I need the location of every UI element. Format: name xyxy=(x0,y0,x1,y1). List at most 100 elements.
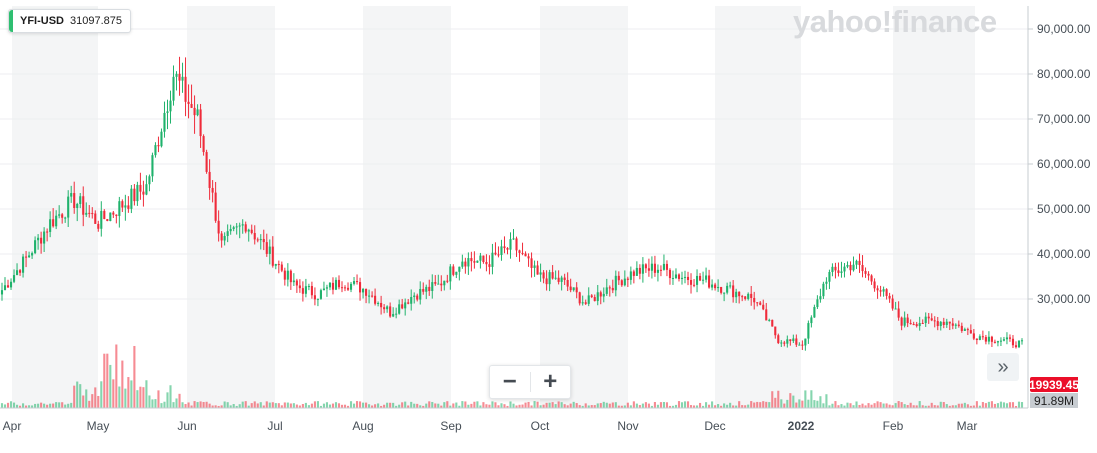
ticker-label[interactable]: YFI-USD 31097.875 xyxy=(8,9,131,33)
candle-body xyxy=(416,295,419,300)
candle-body xyxy=(548,272,551,285)
candle-body xyxy=(262,238,265,243)
volume-bar xyxy=(377,403,380,408)
candle-body xyxy=(665,263,669,270)
month-band xyxy=(187,6,275,408)
volume-bar xyxy=(945,404,948,408)
volume-bar xyxy=(425,403,428,408)
volume-bar xyxy=(1011,402,1015,408)
candle-body xyxy=(641,264,644,274)
candle-body xyxy=(942,321,945,325)
volume-bar xyxy=(232,404,235,408)
candle-body xyxy=(930,318,933,321)
candle-body xyxy=(524,253,527,257)
last-volume-badge: 91.89M xyxy=(1030,393,1078,408)
candle-body xyxy=(557,277,560,282)
volume-bar xyxy=(319,405,322,408)
candle-body xyxy=(365,288,368,296)
candle-body xyxy=(741,296,744,298)
zoom-out-button[interactable]: − xyxy=(502,368,517,395)
volume-bar xyxy=(346,405,350,408)
candle-body xyxy=(677,274,681,279)
volume-bar xyxy=(298,405,301,408)
volume-bar xyxy=(223,401,226,408)
volume-bar xyxy=(674,404,678,408)
volume-bar xyxy=(834,401,837,408)
volume-bar xyxy=(659,402,662,408)
volume-bar xyxy=(458,405,461,408)
volume-bar xyxy=(6,402,10,408)
volume-bar xyxy=(861,403,864,408)
candle-body xyxy=(623,278,626,286)
candle-body xyxy=(924,316,927,324)
volume-bar xyxy=(307,405,310,408)
candle-body xyxy=(410,297,413,304)
volume-bar xyxy=(683,401,687,408)
candle-body xyxy=(671,278,675,280)
volume-bar xyxy=(142,387,145,408)
candle-body xyxy=(858,260,861,266)
ticker-price: 31097.875 xyxy=(70,15,122,27)
volume-bar xyxy=(181,402,184,408)
candle-body xyxy=(903,317,906,326)
volume-bar xyxy=(735,405,738,408)
volume-bar xyxy=(443,402,446,408)
volume-bar xyxy=(738,401,741,408)
candle-body xyxy=(274,264,277,266)
candle-body xyxy=(750,293,753,298)
volume-bar xyxy=(253,401,256,408)
zoom-in-button[interactable]: + xyxy=(543,368,558,395)
volume-bar xyxy=(166,392,169,408)
volume-bar xyxy=(220,405,223,408)
y-tick-label: 40,000.00 xyxy=(1037,247,1091,261)
volume-bar xyxy=(464,401,467,408)
scroll-right-button[interactable]: » xyxy=(987,353,1019,381)
volume-bar xyxy=(109,364,112,408)
volume-bar xyxy=(668,405,672,408)
candle-body xyxy=(476,260,479,263)
candle-body xyxy=(1011,338,1015,346)
candle-body xyxy=(735,291,738,298)
candle-body xyxy=(133,188,136,202)
volume-bar xyxy=(656,404,659,408)
volume-bar xyxy=(112,379,115,408)
volume-bar xyxy=(864,405,867,408)
candle-body xyxy=(662,263,665,270)
candle-body xyxy=(199,109,202,137)
candle-body xyxy=(271,246,274,266)
candle-body xyxy=(726,285,729,293)
volume-bar xyxy=(647,403,650,408)
volume-bar xyxy=(389,402,392,408)
volume-bar xyxy=(130,380,133,408)
volume-bar xyxy=(199,401,202,408)
volume-bar xyxy=(76,381,79,408)
candle-body xyxy=(407,302,410,304)
volume-bar xyxy=(536,401,539,408)
volume-bar xyxy=(909,402,912,408)
candle-body xyxy=(810,317,813,324)
candle-body xyxy=(602,293,605,297)
candle-body xyxy=(482,255,485,263)
candle-body xyxy=(172,76,175,101)
x-tick-label: Mar xyxy=(957,419,978,433)
candle-body xyxy=(340,287,344,289)
volume-bar xyxy=(840,404,843,408)
volume-bar xyxy=(380,405,383,408)
volume-bar xyxy=(43,403,46,408)
volume-bar xyxy=(449,405,452,408)
volume-bar xyxy=(951,405,954,408)
candle-body xyxy=(993,341,996,343)
candle-body xyxy=(891,298,894,309)
candle-body xyxy=(1008,337,1012,339)
candle-body xyxy=(518,250,521,253)
x-tick-label: May xyxy=(87,419,110,433)
volume-bar xyxy=(94,387,97,408)
candle-body xyxy=(620,280,623,286)
volume-bar xyxy=(846,402,849,408)
candle-body xyxy=(220,233,223,241)
volume-bar xyxy=(548,402,551,408)
volume-bar xyxy=(677,401,681,408)
volume-bar xyxy=(599,403,602,408)
candle-body xyxy=(963,329,966,331)
